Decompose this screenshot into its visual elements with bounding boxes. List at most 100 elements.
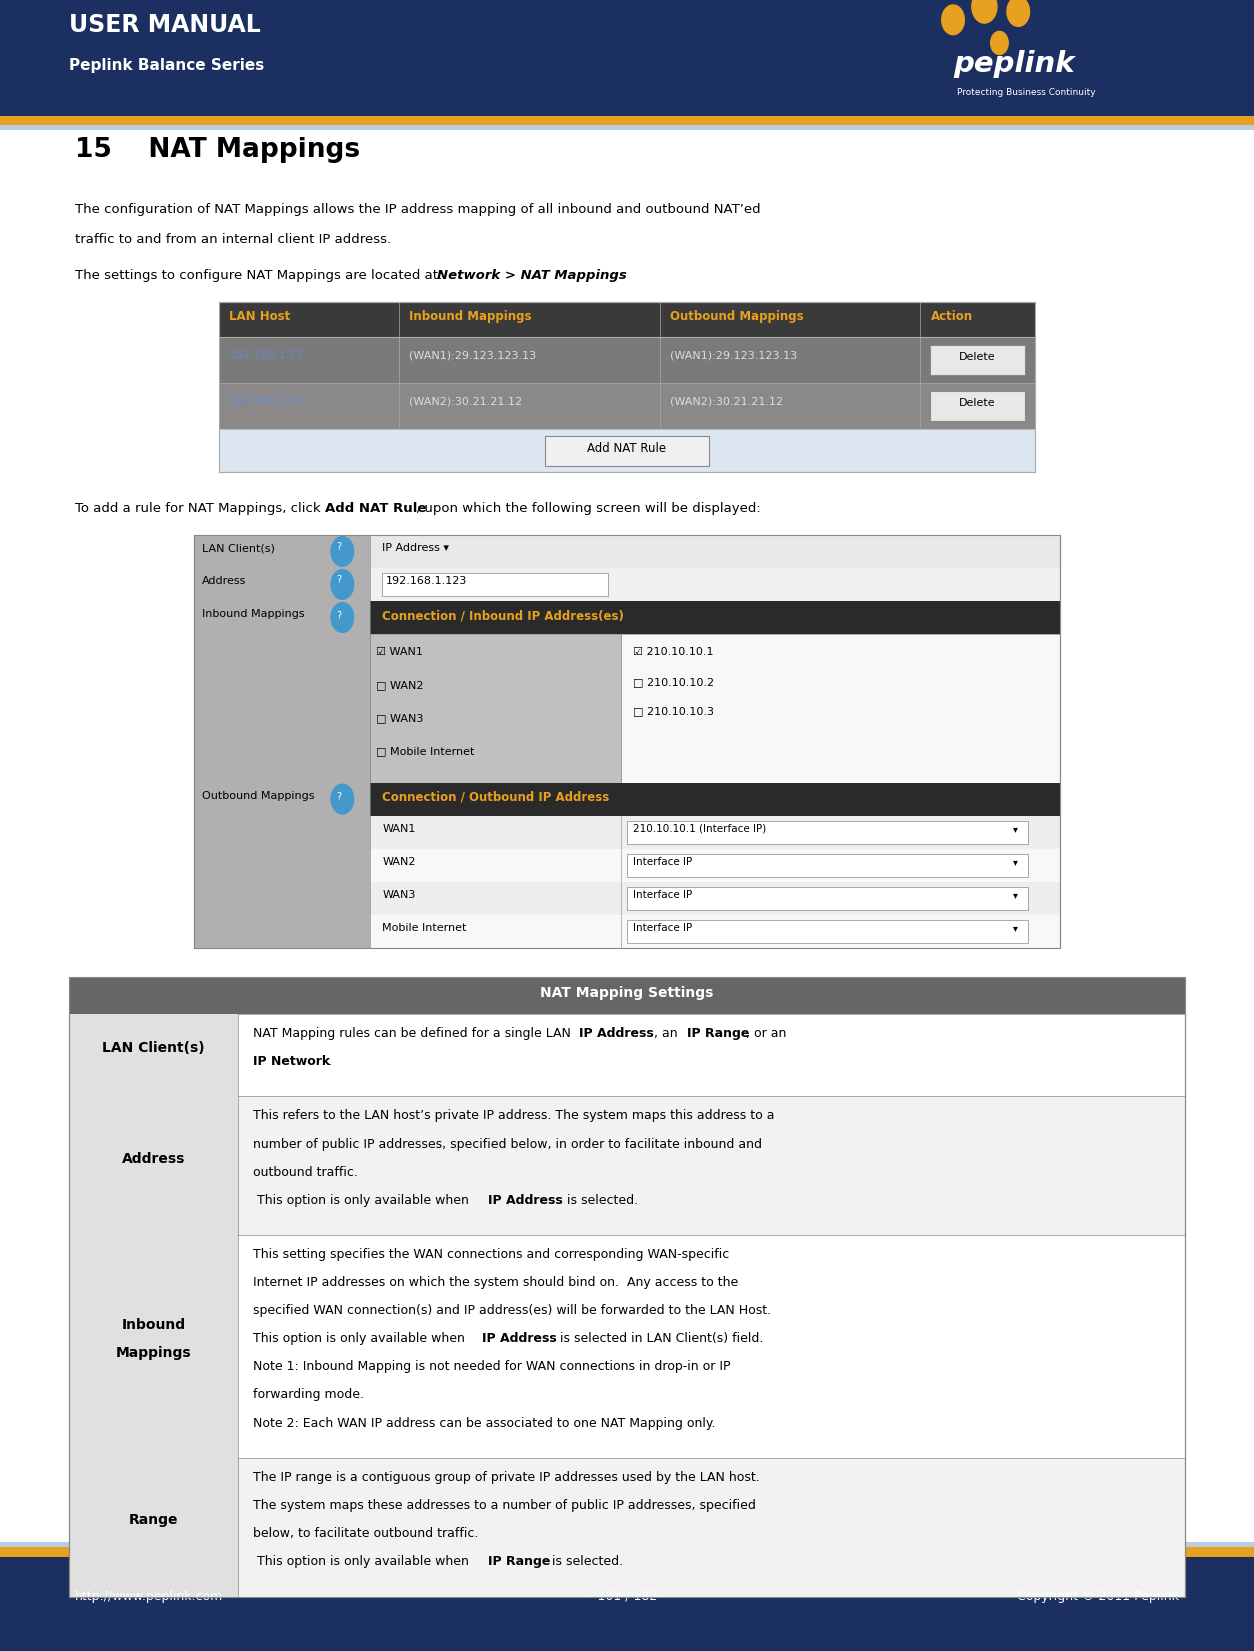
Text: traffic to and from an internal client IP address.: traffic to and from an internal client I… [75,233,391,246]
Text: 210.10.10.1 (Interface IP): 210.10.10.1 (Interface IP) [633,824,766,834]
Bar [219,302,1035,472]
Text: □ 210.10.10.3: □ 210.10.10.3 [633,707,715,717]
Text: This setting specifies the WAN connections and corresponding WAN-specific: This setting specifies the WAN connectio… [253,1248,730,1261]
Bar [370,915,1060,948]
Bar [194,882,370,915]
Text: Note 2: Each WAN IP address can be associated to one NAT Mapping only.: Note 2: Each WAN IP address can be assoc… [253,1417,716,1430]
Text: WAN1: WAN1 [382,824,416,834]
Circle shape [1007,0,1030,26]
Bar [0,125,1254,130]
Bar [69,977,1185,1597]
Bar [194,849,370,882]
Text: ?: ? [336,575,341,584]
Bar [194,601,370,634]
Text: Range: Range [129,1514,178,1527]
Text: Outbound Mappings: Outbound Mappings [202,791,315,801]
Text: ☑ 210.10.10.1: ☑ 210.10.10.1 [633,647,714,657]
Text: is selected in LAN Client(s) field.: is selected in LAN Client(s) field. [557,1332,764,1346]
Text: (WAN1):29.123.123.13: (WAN1):29.123.123.13 [670,350,796,360]
Text: This option is only available when: This option is only available when [253,1555,473,1568]
Text: Inbound: Inbound [122,1319,186,1332]
Text: 192.168.1.23: 192.168.1.23 [229,350,303,360]
Text: is selected.: is selected. [548,1555,623,1568]
Text: WAN3: WAN3 [382,890,416,900]
Bar [621,634,1060,783]
Text: number of public IP addresses, specified below, in order to facilitate inbound a: number of public IP addresses, specified… [253,1138,762,1151]
Bar [930,391,1025,421]
Text: □ WAN3: □ WAN3 [376,713,424,723]
Bar [0,1547,1254,1557]
Text: LAN Client(s): LAN Client(s) [103,1042,204,1055]
Text: 15    NAT Mappings: 15 NAT Mappings [75,137,360,163]
Bar [69,1458,1185,1597]
Bar [627,920,1028,943]
Bar [69,1096,1185,1235]
Text: http://www.peplink.com: http://www.peplink.com [75,1590,223,1603]
Text: To add a rule for NAT Mappings, click: To add a rule for NAT Mappings, click [75,502,325,515]
Text: , an: , an [655,1027,682,1040]
Bar [370,816,1060,849]
Text: Add NAT Rule: Add NAT Rule [326,502,426,515]
Text: Network > NAT Mappings: Network > NAT Mappings [438,269,627,282]
Circle shape [331,603,354,632]
Text: (WAN2):30.21.21.12: (WAN2):30.21.21.12 [670,396,782,406]
Text: □ Mobile Internet: □ Mobile Internet [376,746,474,756]
Text: USER MANUAL: USER MANUAL [69,13,261,38]
Text: (WAN1):29.123.123.13: (WAN1):29.123.123.13 [409,350,535,360]
Text: Note 1: Inbound Mapping is not needed for WAN connections in drop-in or IP: Note 1: Inbound Mapping is not needed fo… [253,1360,731,1374]
Bar [194,535,1060,948]
Bar [0,116,1254,125]
Text: LAN Host: LAN Host [229,310,291,324]
Text: ▾: ▾ [1013,890,1018,900]
Text: WAN2: WAN2 [382,857,416,867]
Bar [627,854,1028,877]
Text: NAT Mapping Settings: NAT Mapping Settings [540,986,714,999]
Bar [370,601,1060,634]
Text: , upon which the following screen will be displayed:: , upon which the following screen will b… [416,502,760,515]
Text: ?: ? [336,542,341,551]
Text: specified WAN connection(s) and IP address(es) will be forwarded to the LAN Host: specified WAN connection(s) and IP addre… [253,1304,771,1317]
Bar [69,1014,238,1096]
Text: outbound traffic.: outbound traffic. [253,1166,359,1179]
Bar [69,1458,238,1597]
Bar [0,1557,1254,1651]
Text: Peplink Balance Series: Peplink Balance Series [69,58,265,73]
Bar [219,383,1035,429]
Bar [69,1235,238,1458]
Text: Internet IP addresses on which the system should bind on.  Any access to the: Internet IP addresses on which the syste… [253,1276,739,1289]
Text: .: . [329,1055,332,1068]
Bar [370,849,1060,882]
Text: Address: Address [122,1152,186,1166]
Bar [370,882,1060,915]
Text: LAN Client(s): LAN Client(s) [202,543,275,553]
Circle shape [331,784,354,814]
Text: Inbound Mappings: Inbound Mappings [409,310,532,324]
Text: IP Address: IP Address [482,1332,557,1346]
Text: The IP range is a contiguous group of private IP addresses used by the LAN host.: The IP range is a contiguous group of pr… [253,1471,760,1484]
Text: is selected.: is selected. [563,1194,638,1207]
Text: This option is only available when: This option is only available when [253,1194,473,1207]
Bar [69,977,1185,1014]
Text: Delete: Delete [959,352,996,362]
Bar [370,568,1060,601]
Text: ▾: ▾ [1013,857,1018,867]
Text: □ WAN2: □ WAN2 [376,680,424,690]
Circle shape [972,0,997,23]
Bar [545,436,709,466]
Text: Protecting Business Continuity: Protecting Business Continuity [957,88,1096,96]
Text: Inbound Mappings: Inbound Mappings [202,609,305,619]
Circle shape [331,570,354,599]
Text: This refers to the LAN host’s private IP address. The system maps this address t: This refers to the LAN host’s private IP… [253,1109,775,1123]
Bar [219,302,1035,337]
Bar [0,1542,1254,1547]
Text: ▾: ▾ [1013,923,1018,933]
Circle shape [991,31,1008,54]
Text: ?: ? [336,792,341,802]
Text: ▾: ▾ [1013,824,1018,834]
Text: Connection / Inbound IP Address(es): Connection / Inbound IP Address(es) [382,609,624,622]
Bar [370,634,621,783]
Text: below, to facilitate outbound traffic.: below, to facilitate outbound traffic. [253,1527,479,1540]
Text: Outbound Mappings: Outbound Mappings [670,310,804,324]
Text: IP Address: IP Address [488,1194,563,1207]
Bar [69,1096,238,1235]
